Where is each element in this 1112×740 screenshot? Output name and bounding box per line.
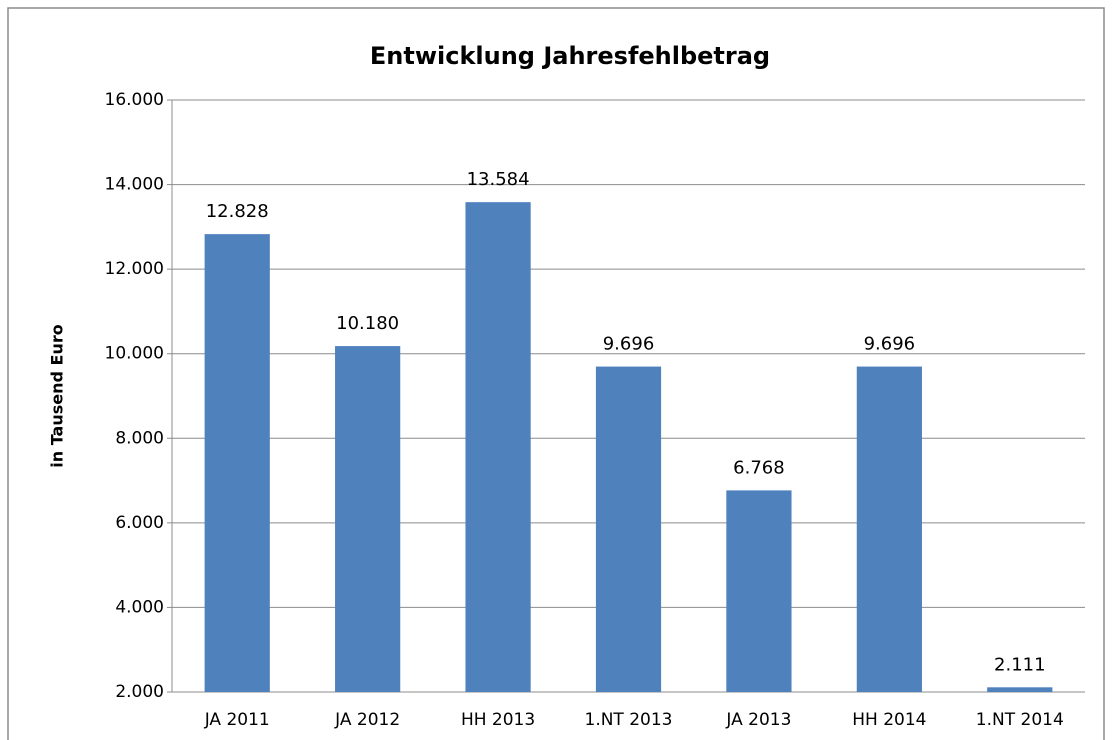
x-tick-label: HH 2013 [461, 710, 535, 730]
y-tick-label: 6.000 [115, 513, 164, 533]
bar [595, 366, 662, 692]
x-tick-label: JA 2013 [725, 710, 791, 730]
y-tick-label: 16.000 [105, 90, 164, 110]
x-tick-label: 1.NT 2013 [585, 710, 673, 730]
data-label: 9.696 [864, 334, 916, 355]
y-tick-label: 4.000 [115, 597, 164, 617]
data-label: 9.696 [603, 334, 655, 355]
x-tick-label: HH 2014 [852, 710, 926, 730]
x-tick-label: JA 2012 [334, 710, 400, 730]
y-axis-label: in Tausend Euro [48, 324, 67, 467]
data-label: 13.584 [467, 169, 530, 190]
bar [465, 202, 531, 692]
y-tick-label: 14.000 [105, 175, 164, 195]
y-tick-label: 10.000 [105, 344, 164, 364]
y-tick-label: 8.000 [115, 428, 164, 448]
data-label: 2.111 [994, 654, 1046, 675]
bar [856, 366, 922, 692]
data-label: 12.828 [206, 201, 269, 222]
bar [204, 234, 270, 692]
bar [726, 490, 792, 692]
x-tick-label: 1.NT 2014 [976, 710, 1064, 730]
x-tick-label: JA 2011 [204, 710, 270, 730]
data-label: 10.180 [336, 313, 399, 334]
bar [335, 346, 401, 692]
data-label: 6.768 [733, 457, 785, 478]
chart-title: Entwicklung Jahresfehlbetrag [370, 42, 770, 70]
y-tick-label: 12.000 [105, 259, 164, 279]
bar [987, 687, 1053, 692]
y-tick-label: 2.000 [115, 682, 164, 702]
